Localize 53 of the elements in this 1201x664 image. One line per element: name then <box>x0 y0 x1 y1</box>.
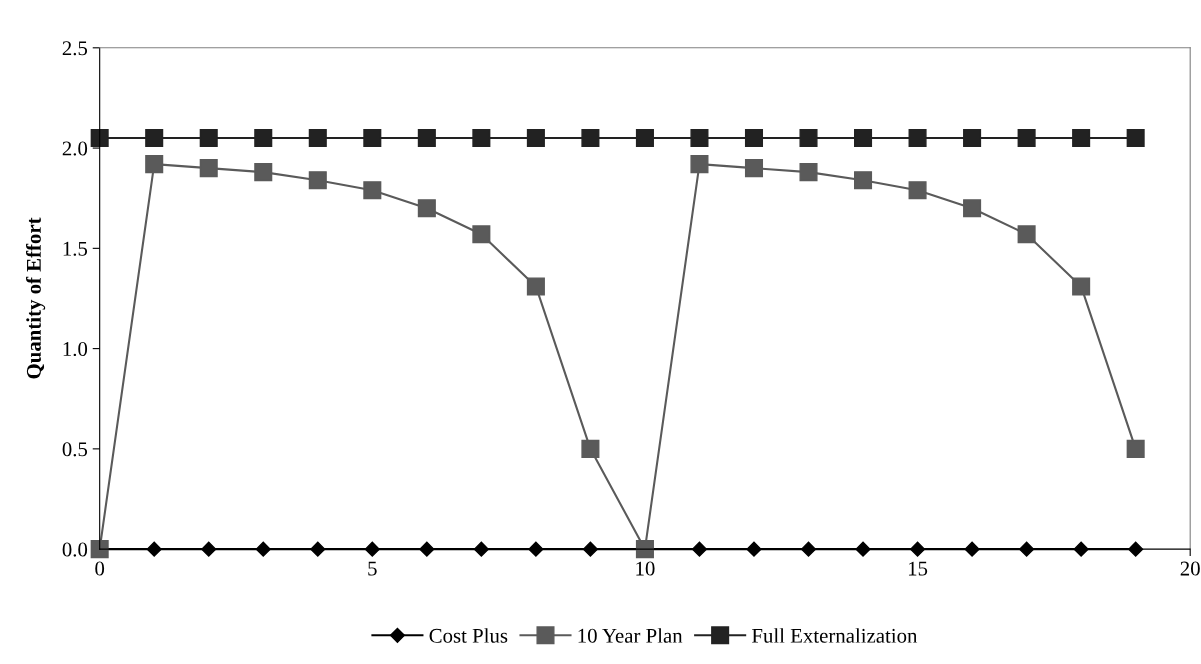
point <box>308 129 327 148</box>
y-tick-label: 0.0 <box>62 542 88 557</box>
point <box>199 159 218 178</box>
point <box>472 129 491 148</box>
point <box>417 199 436 218</box>
point <box>963 129 982 148</box>
point <box>690 129 709 148</box>
point <box>90 129 109 148</box>
point <box>635 129 654 148</box>
point <box>254 163 273 182</box>
point <box>472 225 491 244</box>
point <box>908 181 927 200</box>
point <box>363 129 382 148</box>
point <box>254 129 273 148</box>
x-tick-label: 20 <box>1180 561 1200 576</box>
point <box>908 129 927 148</box>
x-tick-label: 15 <box>908 561 928 576</box>
point <box>854 171 873 190</box>
point <box>744 159 764 178</box>
point <box>1126 439 1145 458</box>
point <box>363 181 382 200</box>
point <box>1017 129 1036 148</box>
point <box>1017 225 1036 244</box>
point <box>526 129 545 148</box>
y-tick-label: 2.5 <box>62 41 88 56</box>
legend-label: Full Externalization <box>752 628 918 643</box>
legend-label: Cost Plus <box>429 628 508 643</box>
y-axis-title: Quantity of Effort <box>26 217 46 379</box>
point <box>1072 277 1091 296</box>
point <box>799 163 818 182</box>
point <box>799 129 818 148</box>
point <box>854 129 873 148</box>
x-tick-label: 10 <box>636 561 655 576</box>
point <box>744 129 764 148</box>
x-tick-label: 5 <box>368 561 377 576</box>
point <box>581 439 600 458</box>
legend-label: 10 Year Plan <box>578 628 683 643</box>
y-tick-label: 1.0 <box>63 341 88 357</box>
y-tick-label: 1.5 <box>63 241 88 256</box>
point <box>199 129 218 148</box>
point <box>145 129 164 148</box>
x-tick-label: 0 <box>95 561 105 576</box>
point <box>417 129 436 148</box>
point <box>526 277 545 296</box>
point <box>145 155 164 174</box>
point <box>690 155 709 174</box>
point <box>1072 129 1091 148</box>
y-tick-label: 0.5 <box>62 442 88 457</box>
y-tick-label: 2.0 <box>62 141 88 156</box>
point <box>1126 129 1145 148</box>
point <box>308 171 327 190</box>
point <box>581 129 600 148</box>
point <box>963 199 982 218</box>
